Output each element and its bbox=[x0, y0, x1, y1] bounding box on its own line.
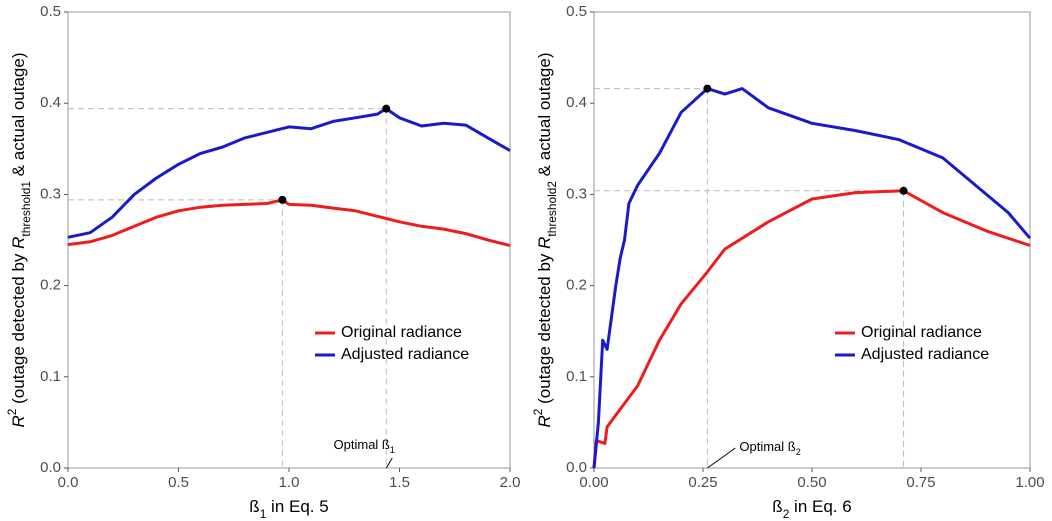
y-axis-title-part: (outage detected by bbox=[9, 249, 28, 409]
optimum-point bbox=[278, 195, 287, 204]
x-axis-title: ß2 in Eq. 6 bbox=[772, 497, 851, 521]
x-axis-title-part: ß bbox=[772, 497, 782, 516]
x-axis-title-part: 1 bbox=[260, 507, 267, 521]
x-tick-label: 0.00 bbox=[579, 474, 608, 491]
plot-frame bbox=[593, 11, 1031, 469]
y-axis-title-part: R bbox=[535, 237, 554, 249]
y-axis-title-part: threshold2 bbox=[545, 181, 559, 237]
y-axis-title-part: & actual outage) bbox=[9, 53, 28, 182]
annotation-part: 2 bbox=[796, 447, 801, 457]
x-tick-label: 1.0 bbox=[279, 474, 300, 491]
legend-label: Original radiance bbox=[861, 324, 982, 341]
plot-frame bbox=[67, 11, 511, 469]
y-tick-label: 0.3 bbox=[566, 185, 587, 202]
y-axis-title: R2 (outage detected by Rthreshold1 & act… bbox=[5, 53, 33, 428]
annotation-part: Optimal ß bbox=[739, 439, 795, 454]
optimum-point bbox=[899, 186, 908, 195]
annotation: Optimal ß2 bbox=[739, 439, 800, 457]
optimum-point bbox=[703, 84, 712, 93]
panel: 0.00.10.20.30.40.50.00 0.25 0.50 0.75 1.00ß2… bbox=[531, 3, 1044, 521]
x-tick-label: 0.25 bbox=[688, 474, 717, 491]
y-tick-label: 0.3 bbox=[40, 185, 61, 202]
x-tick-label: 0.5 bbox=[168, 474, 189, 491]
y-tick-label: 0.1 bbox=[566, 368, 587, 385]
series-line bbox=[67, 107, 511, 239]
x-tick-label: 0.0 bbox=[58, 474, 79, 491]
x-axis-title: ß1 in Eq. 5 bbox=[249, 497, 328, 521]
y-axis-title-part: R bbox=[535, 415, 554, 427]
y-axis-title: R2 (outage detected by Rthreshold2 & act… bbox=[531, 53, 559, 428]
legend-label: Adjusted radiance bbox=[861, 346, 989, 363]
legend-label: Adjusted radiance bbox=[341, 346, 469, 363]
x-axis-title-part: in Eq. 6 bbox=[789, 497, 851, 516]
y-tick-label: 0.1 bbox=[40, 368, 61, 385]
annotation-leader bbox=[385, 457, 393, 469]
y-tick-label: 0.5 bbox=[566, 3, 587, 20]
x-axis-title-part: in Eq. 5 bbox=[266, 497, 328, 516]
series-line bbox=[592, 87, 1032, 469]
x-tick-label: 0.75 bbox=[906, 474, 935, 491]
y-axis-title-part: 2 bbox=[5, 408, 19, 415]
y-tick-label: 0.0 bbox=[566, 459, 587, 476]
x-axis-title-part: ß bbox=[249, 497, 259, 516]
x-tick-label: 1.00 bbox=[1015, 474, 1044, 491]
y-tick-label: 0.0 bbox=[40, 459, 61, 476]
x-tick-label: 2.0 bbox=[500, 474, 521, 491]
y-tick-label: 0.2 bbox=[40, 277, 61, 294]
annotation: Optimal ß1 bbox=[334, 437, 395, 455]
y-tick-label: 0.2 bbox=[566, 277, 587, 294]
y-axis-title-part: R bbox=[9, 415, 28, 427]
x-axis-title-part: 2 bbox=[783, 507, 790, 521]
y-tick-label: 0.5 bbox=[40, 3, 61, 20]
optimum-point bbox=[382, 104, 391, 113]
annotation-leader bbox=[707, 447, 736, 469]
series-line bbox=[67, 198, 511, 247]
y-tick-label: 0.4 bbox=[566, 94, 587, 111]
legend-label: Original radiance bbox=[341, 324, 462, 341]
y-axis-title-part: & actual outage) bbox=[535, 53, 554, 182]
x-tick-label: 0.50 bbox=[797, 474, 826, 491]
y-axis-title-part: threshold1 bbox=[19, 181, 33, 237]
y-axis-title-part: R bbox=[9, 237, 28, 249]
y-axis-title-part: (outage detected by bbox=[535, 249, 554, 409]
annotation-part: Optimal ß bbox=[334, 437, 390, 452]
y-axis-title-part: 2 bbox=[531, 408, 545, 415]
x-tick-label: 1.5 bbox=[389, 474, 410, 491]
y-tick-label: 0.4 bbox=[40, 94, 61, 111]
panel: 0.00.10.20.30.40.50.0 0.5 1.0 1.5 2.0ß1 in E… bbox=[5, 3, 520, 521]
series-line bbox=[592, 189, 1031, 469]
annotation-part: 1 bbox=[390, 445, 395, 455]
